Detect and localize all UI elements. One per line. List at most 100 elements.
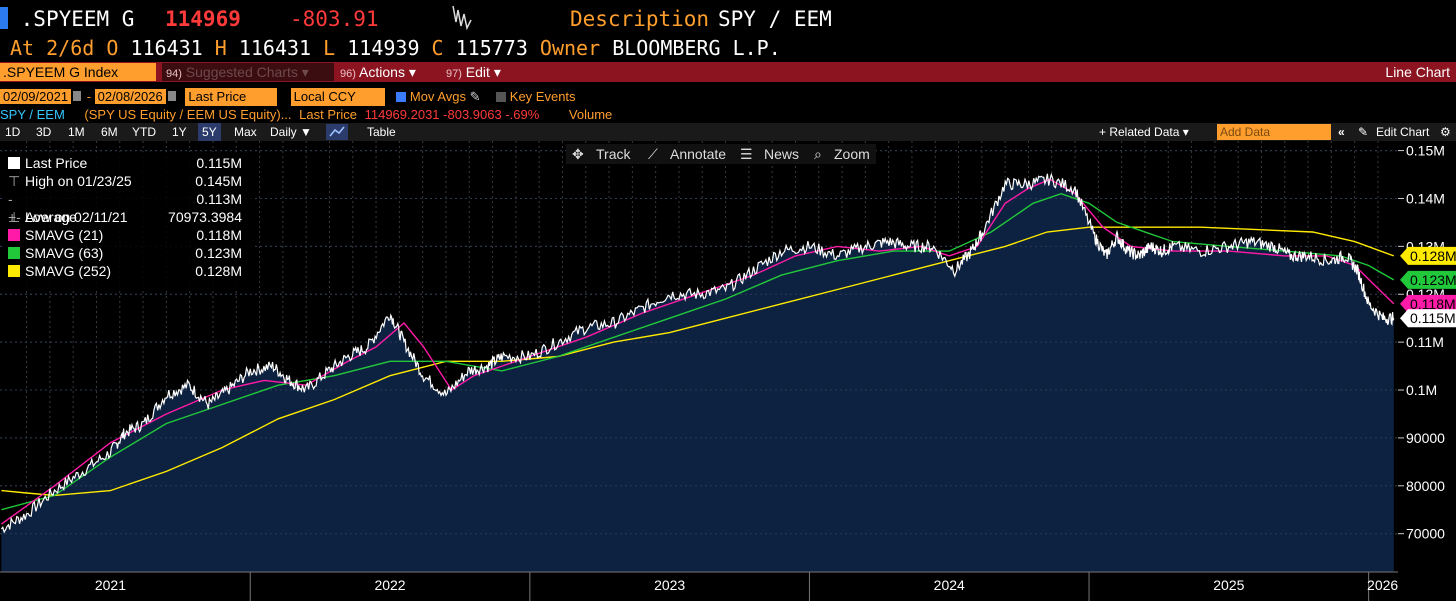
last-value-tag-label: 0.115M [1410,310,1456,326]
volume-label: Volume [568,107,613,122]
open-value: 116431 [130,36,203,60]
news-icon[interactable]: ☰ [740,146,753,162]
low-label: L [323,36,336,60]
period-5y[interactable]: 5Y [198,123,221,141]
suggested-charts-button[interactable]: 94) Suggested Charts ▾ [162,63,334,81]
line-chart-icon[interactable] [326,124,348,140]
open-label: O [106,36,119,60]
ticker[interactable]: .SPYEEM G [20,7,135,31]
edit-num: 97) [446,68,462,80]
series-name: SPY / EEM [0,107,65,122]
legend-item[interactable]: -+- Average 0.113M [8,190,248,225]
chart-type-label[interactable]: Line Chart [1385,64,1450,80]
legend-label: SMAVG (252) [25,263,112,279]
last-price: 114969 [165,7,241,31]
mov-avgs-checkbox[interactable] [395,92,406,102]
collapse-icon[interactable]: « [1338,125,1345,139]
track-button[interactable]: Track [596,146,631,162]
last-value-tag-label: 0.118M [1410,296,1456,312]
frequency-select[interactable]: Daily ▼ [270,125,312,139]
y-tick-label: 0.11M [1406,334,1444,350]
chevron-down-icon: ▾ [408,64,416,80]
series-line-smavg-252- [1,226,1395,497]
security-field[interactable]: .SPYEEM G Index [0,63,156,81]
actions-menu[interactable]: 96) Actions ▾ [340,62,416,84]
field-select[interactable]: Last Price [185,88,278,106]
news-button[interactable]: News [764,146,800,162]
average-marker-icon: -+- [8,191,21,225]
edit-menu[interactable]: 97) Edit ▾ [446,62,501,84]
gear-icon[interactable]: ⚙ [1440,125,1451,139]
legend-item[interactable]: SMAVG (63) 0.123M [8,244,248,262]
table-button[interactable]: Table [367,125,396,139]
x-tick-label: 2022 [374,577,405,593]
actions-num: 96) [340,68,356,80]
chevron-down-icon: ▾ [301,64,309,80]
key-events-checkbox[interactable] [495,92,506,102]
y-tick-label: 0.14M [1406,190,1445,206]
last-value-tag: 0.118M [1400,294,1456,313]
end-date-input[interactable]: 02/08/2026 [94,89,166,104]
period-max[interactable]: Max [234,125,257,139]
ohlc-row: At 2/6d O 116431 H 116431 L 114939 C 115… [10,34,781,62]
last-value-tag-label: 0.128M [1410,248,1456,264]
legend-item[interactable]: ⊥ Low on 02/11/21 70973.3984 [8,208,248,226]
chart-toolbar: 1D 3D 1M 6M YTD 1Y 5Y Max Daily ▼ Table … [0,123,1456,141]
legend-item[interactable]: SMAVG (21) 0.118M [8,226,248,244]
zoom-icon[interactable]: ⌕ [814,146,822,162]
y-tick-label: 70000 [1406,526,1445,542]
edit-label: Edit [465,64,490,80]
legend-item[interactable]: SMAVG (252) 0.128M [8,262,248,280]
at-label: At [10,36,35,60]
legend-value: 0.118M [196,227,242,243]
calendar-icon[interactable] [73,91,82,101]
high-marker-icon: ⊤ [8,173,21,189]
y-tick-label: 0.15M [1406,143,1445,159]
legend-item[interactable]: Last Price 0.115M [8,154,248,172]
pencil-icon[interactable]: ✎ [1358,125,1369,139]
series-line-smavg-21- [0,178,1395,525]
annotate-icon[interactable]: ⟋ [648,146,658,162]
legend-label: High on 01/23/25 [25,173,132,189]
annotate-button[interactable]: Annotate [670,146,727,162]
price-area [1,173,1394,573]
y-tick-label: 80000 [1406,478,1445,494]
period-3d[interactable]: 3D [36,125,52,139]
period-ytd[interactable]: YTD [132,125,156,139]
currency-select[interactable]: Local CCY [290,88,385,106]
description-value: SPY / EEM [718,7,832,31]
settings-row: 02/09/2021 - 02/08/2026 Last Price Local… [0,88,576,106]
low-value: 114939 [347,36,420,60]
legend-swatch [8,265,20,277]
description-label: Description [570,7,710,31]
sparkline-icon [452,4,474,34]
period-1d[interactable]: 1D [5,125,21,139]
x-tick-label: 2021 [95,577,126,593]
start-date-input[interactable]: 02/09/2021 [0,89,72,104]
zoom-button[interactable]: Zoom [834,146,870,162]
mov-avgs-label: Mov Avgs [409,89,466,104]
pencil-icon[interactable]: ✎ [469,89,481,104]
add-data-input[interactable]: Add Data [1217,124,1331,140]
chevron-down-icon: ▾ [493,64,501,80]
last-value-tag: 0.115M [1400,309,1456,328]
legend-value: 0.113M [196,191,242,207]
suggested-num: 94) [166,68,182,80]
legend-label: SMAVG (21) [25,227,104,243]
last-value-tag-label: 0.123M [1410,272,1456,288]
legend-value: 0.115M [196,155,242,171]
crosshair-icon[interactable]: ✥ [572,146,584,162]
edit-chart-button[interactable]: Edit Chart [1376,125,1430,139]
period-6m[interactable]: 6M [101,125,118,139]
calendar-icon[interactable] [167,91,176,101]
legend-label: Low on 02/11/21 [25,209,128,225]
legend-label: Average [25,209,77,225]
period-1y[interactable]: 1Y [172,125,187,139]
legend-item[interactable]: ⊤ High on 01/23/25 0.145M [8,172,248,190]
line-chart[interactable]: 7000080000900000.1M0.11M0.12M0.13M0.14M0… [0,141,1456,601]
related-data-button[interactable]: + Related Data ▾ [1099,125,1189,139]
menu-bar: .SPYEEM G Index 94) Suggested Charts ▾ 9… [0,62,1456,82]
legend-value: 0.128M [195,263,242,279]
period-1m[interactable]: 1M [68,125,85,139]
close-label: C [431,36,444,60]
